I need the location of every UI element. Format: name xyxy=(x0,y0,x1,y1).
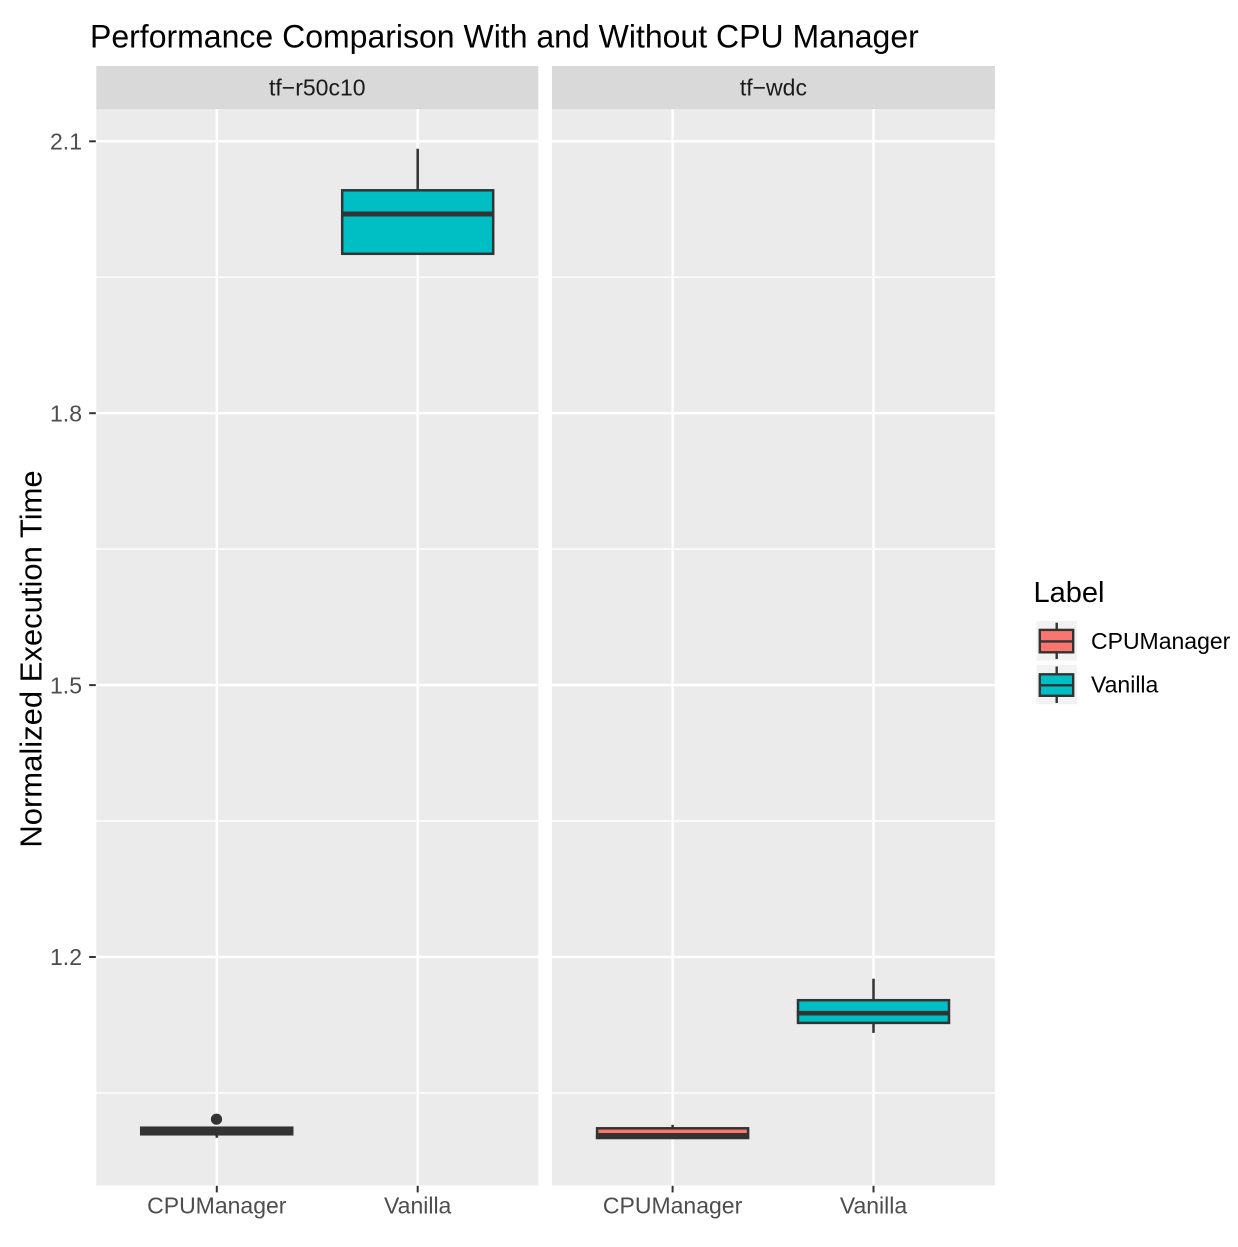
svg-text:Label: Label xyxy=(1034,577,1105,609)
svg-text:2.1: 2.1 xyxy=(50,129,82,155)
svg-text:CPUManager: CPUManager xyxy=(147,1193,287,1219)
svg-text:Vanilla: Vanilla xyxy=(840,1193,908,1219)
svg-text:Vanilla: Vanilla xyxy=(384,1193,452,1219)
svg-text:1.5: 1.5 xyxy=(50,672,82,698)
svg-text:1.2: 1.2 xyxy=(50,944,82,970)
svg-text:CPUManager: CPUManager xyxy=(1091,628,1231,654)
svg-text:tf−wdc: tf−wdc xyxy=(740,75,807,101)
svg-text:Performance Comparison With an: Performance Comparison With and Without … xyxy=(90,19,919,55)
svg-text:CPUManager: CPUManager xyxy=(603,1193,743,1219)
svg-text:tf−r50c10: tf−r50c10 xyxy=(269,75,366,101)
svg-text:1.8: 1.8 xyxy=(50,400,82,426)
svg-text:Normalized Execution Time: Normalized Execution Time xyxy=(14,470,49,847)
svg-text:Vanilla: Vanilla xyxy=(1091,672,1159,698)
